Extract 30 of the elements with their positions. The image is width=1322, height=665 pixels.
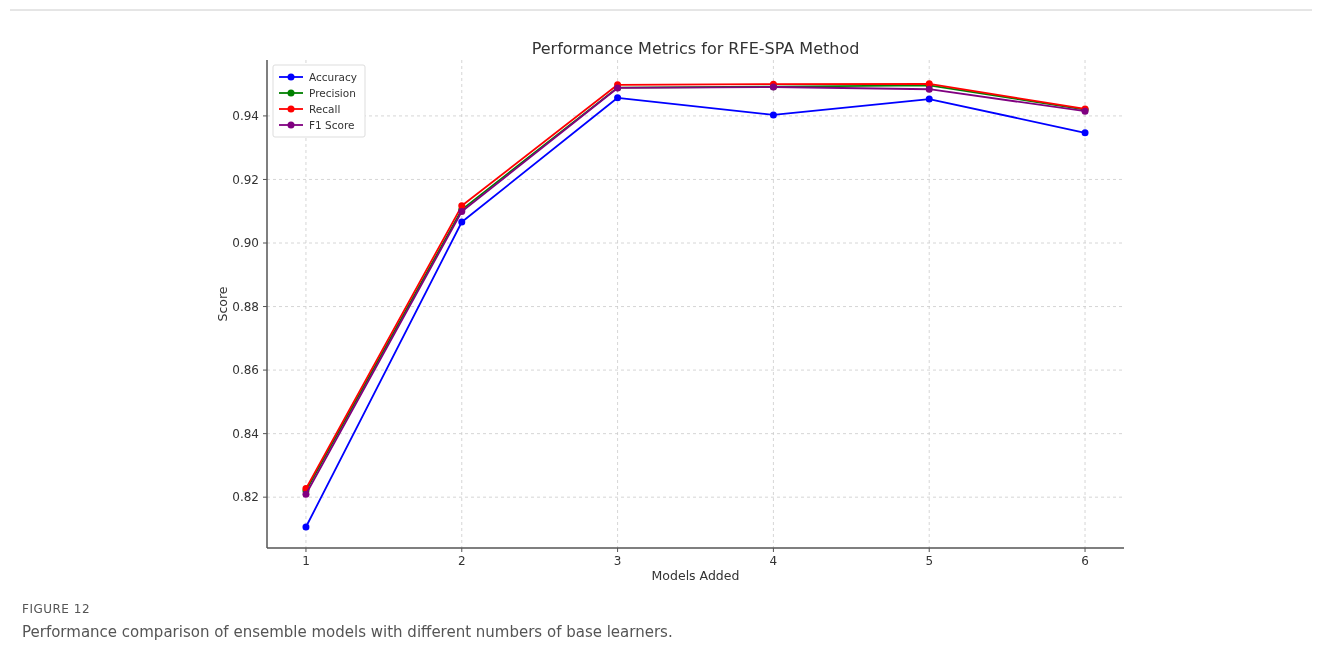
x-tick-label: 6 xyxy=(1081,554,1089,568)
y-tick-label: 0.86 xyxy=(232,363,259,378)
y-tick-label: 0.94 xyxy=(232,109,259,124)
y-tick-label: 0.90 xyxy=(232,236,259,251)
point xyxy=(925,95,933,103)
legend-label: Accuracy xyxy=(309,70,357,83)
text: Performance comparison of ensemble models with different numbers of base learners. xyxy=(22,623,673,641)
point xyxy=(614,94,622,102)
y-tick-label: 0.84 xyxy=(232,426,259,441)
x-tick-label: 3 xyxy=(613,554,622,568)
point xyxy=(1081,129,1089,137)
y-axis-title: Score xyxy=(215,286,230,322)
y-tick-label: 0.88 xyxy=(232,299,259,314)
point xyxy=(458,202,466,210)
point xyxy=(458,218,466,226)
legend-label: Precision xyxy=(309,86,356,99)
x-tick-label: 2 xyxy=(457,554,466,568)
legend-label: Recall xyxy=(309,102,341,115)
x-axis-title: Models Added xyxy=(651,568,740,583)
x-tick-label: 4 xyxy=(769,554,778,568)
y-tick-label: 0.82 xyxy=(232,490,259,505)
point xyxy=(302,523,310,531)
point xyxy=(925,85,933,93)
chart-title: Performance Metrics for RFE-SPA Method xyxy=(531,39,860,58)
caption: FIGURE 12 xyxy=(22,602,91,616)
x-tick-label: 5 xyxy=(925,554,934,568)
legend-label: F1 Score xyxy=(309,118,355,131)
x-tick-label: 1 xyxy=(302,554,310,568)
y-tick-label: 0.92 xyxy=(232,172,259,187)
point xyxy=(769,111,777,119)
